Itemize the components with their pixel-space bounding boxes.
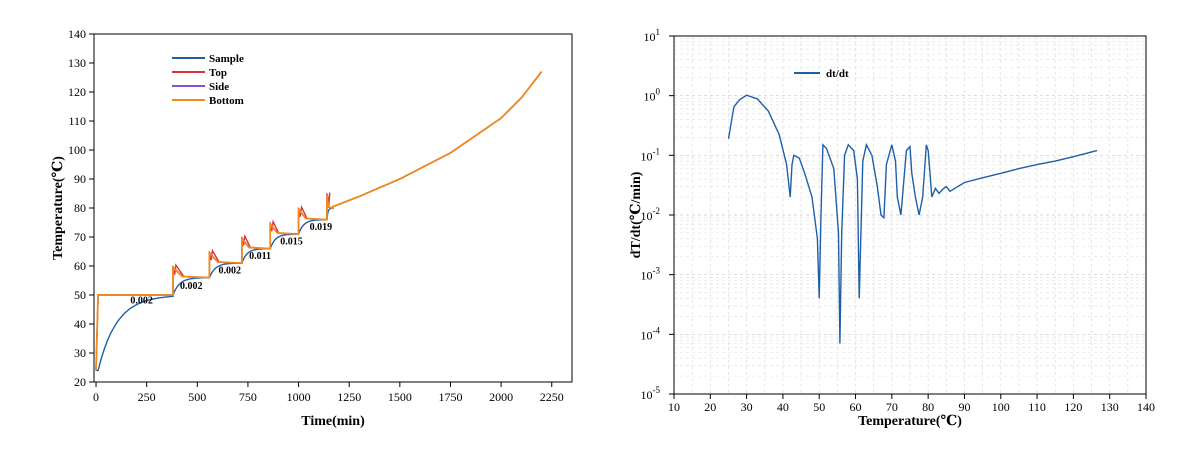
y-tick-exponent: -1 bbox=[653, 146, 661, 156]
x-tick-label-left: 0 bbox=[93, 390, 99, 404]
y-tick-label-left: 120 bbox=[68, 85, 86, 99]
y-tick-exponent: 0 bbox=[656, 87, 661, 97]
y-tick-label-right: 100 bbox=[644, 87, 661, 104]
y-tick-label-left: 110 bbox=[68, 114, 86, 128]
y-tick-label-left: 80 bbox=[74, 201, 86, 215]
x-tick-label-right: 80 bbox=[922, 400, 934, 414]
x-tick-label-right: 140 bbox=[1137, 400, 1155, 414]
x-tick-label-left: 2000 bbox=[489, 390, 513, 404]
series-line-bottom bbox=[95, 71, 543, 371]
y-tick-base: 10 bbox=[641, 269, 653, 283]
y-tick-label-right: 10-5 bbox=[641, 385, 661, 402]
y-axis-title-left: Temperature(℃) bbox=[51, 156, 66, 260]
x-tick-label-right: 40 bbox=[777, 400, 789, 414]
legend-label: dt/dt bbox=[826, 68, 849, 80]
y-tick-label-left: 90 bbox=[74, 172, 86, 186]
y-tick-base: 10 bbox=[641, 209, 653, 223]
series-line-dtdt bbox=[727, 94, 1098, 344]
legend-right: dt/dt bbox=[794, 68, 849, 80]
legend-label: Bottom bbox=[209, 95, 244, 107]
legend-label: Side bbox=[209, 81, 229, 93]
y-tick-label-right: 10-4 bbox=[641, 325, 661, 342]
x-tick-label-left: 1000 bbox=[287, 390, 311, 404]
legend-left: Sample Top Side Bottom bbox=[172, 53, 244, 107]
annotation-label: 0.011 bbox=[249, 251, 271, 262]
y-tick-label-right: 101 bbox=[644, 27, 661, 44]
x-tick-label-right: 30 bbox=[741, 400, 753, 414]
x-tick-label-left: 250 bbox=[138, 390, 156, 404]
x-tick-label-right: 130 bbox=[1101, 400, 1119, 414]
x-tick-label-right: 100 bbox=[992, 400, 1010, 414]
y-tick-exponent: -5 bbox=[653, 385, 661, 395]
x-tick-label-right: 20 bbox=[704, 400, 716, 414]
y-tick-label-left: 130 bbox=[68, 56, 86, 70]
x-tick-label-left: 2250 bbox=[540, 390, 564, 404]
x-tick-label-left: 500 bbox=[188, 390, 206, 404]
x-tick-label-left: 1500 bbox=[388, 390, 412, 404]
y-tick-label-left: 100 bbox=[68, 143, 86, 157]
y-tick-base: 10 bbox=[644, 90, 656, 104]
y-axis-title-right: dT/dt(℃/min) bbox=[629, 171, 644, 258]
x-axis-title-left: Time(min) bbox=[301, 414, 365, 429]
x-tick-label-left: 750 bbox=[239, 390, 257, 404]
x-tick-label-right: 110 bbox=[1028, 400, 1046, 414]
x-tick-label-right: 120 bbox=[1064, 400, 1082, 414]
y-tick-exponent: -2 bbox=[653, 206, 661, 216]
y-tick-exponent: -4 bbox=[653, 325, 661, 335]
chart-right: 10 20 30 40 50 60 70 80 90 100 110 120 130 14010-510-… bbox=[629, 27, 1155, 429]
annotation-label: 0.002 bbox=[180, 281, 203, 292]
annotation-label: 0.015 bbox=[280, 236, 303, 247]
legend-label: Top bbox=[209, 67, 227, 79]
y-tick-base: 10 bbox=[641, 388, 653, 402]
annotation-label: 0.002 bbox=[218, 265, 241, 276]
x-axis-title-right: Temperature(℃) bbox=[858, 414, 962, 429]
y-tick-label-left: 60 bbox=[74, 259, 86, 273]
chart-left: 0 250 500 750 1000 1250 1500 1750 2000 2250 20 30 40… bbox=[51, 27, 573, 429]
y-tick-label-left: 30 bbox=[74, 346, 86, 360]
legend-label: Sample bbox=[209, 53, 244, 65]
x-tick-label-right: 50 bbox=[813, 400, 825, 414]
x-tick-label-right: 60 bbox=[850, 400, 862, 414]
y-tick-label-left: 40 bbox=[74, 317, 86, 331]
y-tick-label-left: 20 bbox=[74, 375, 86, 389]
x-tick-label-right: 70 bbox=[886, 400, 898, 414]
y-tick-base: 10 bbox=[641, 328, 653, 342]
y-tick-label-left: 140 bbox=[68, 27, 86, 41]
y-tick-base: 10 bbox=[641, 149, 653, 163]
y-tick-label-right: 10-2 bbox=[641, 206, 661, 223]
y-tick-exponent: -3 bbox=[653, 266, 661, 276]
x-tick-label-right: 10 bbox=[668, 400, 680, 414]
x-tick-label-right: 90 bbox=[958, 400, 970, 414]
y-tick-label-right: 10-1 bbox=[641, 146, 661, 163]
x-tick-label-left: 1750 bbox=[438, 390, 462, 404]
annotation-label: 0.002 bbox=[130, 296, 153, 307]
y-tick-exponent: 1 bbox=[656, 27, 661, 37]
y-tick-label-left: 70 bbox=[74, 230, 86, 244]
y-tick-label-left: 50 bbox=[74, 288, 86, 302]
y-tick-label-right: 10-3 bbox=[641, 266, 661, 283]
y-tick-base: 10 bbox=[644, 30, 656, 44]
annotation-label: 0.019 bbox=[310, 222, 333, 233]
x-tick-label-left: 1250 bbox=[337, 390, 361, 404]
